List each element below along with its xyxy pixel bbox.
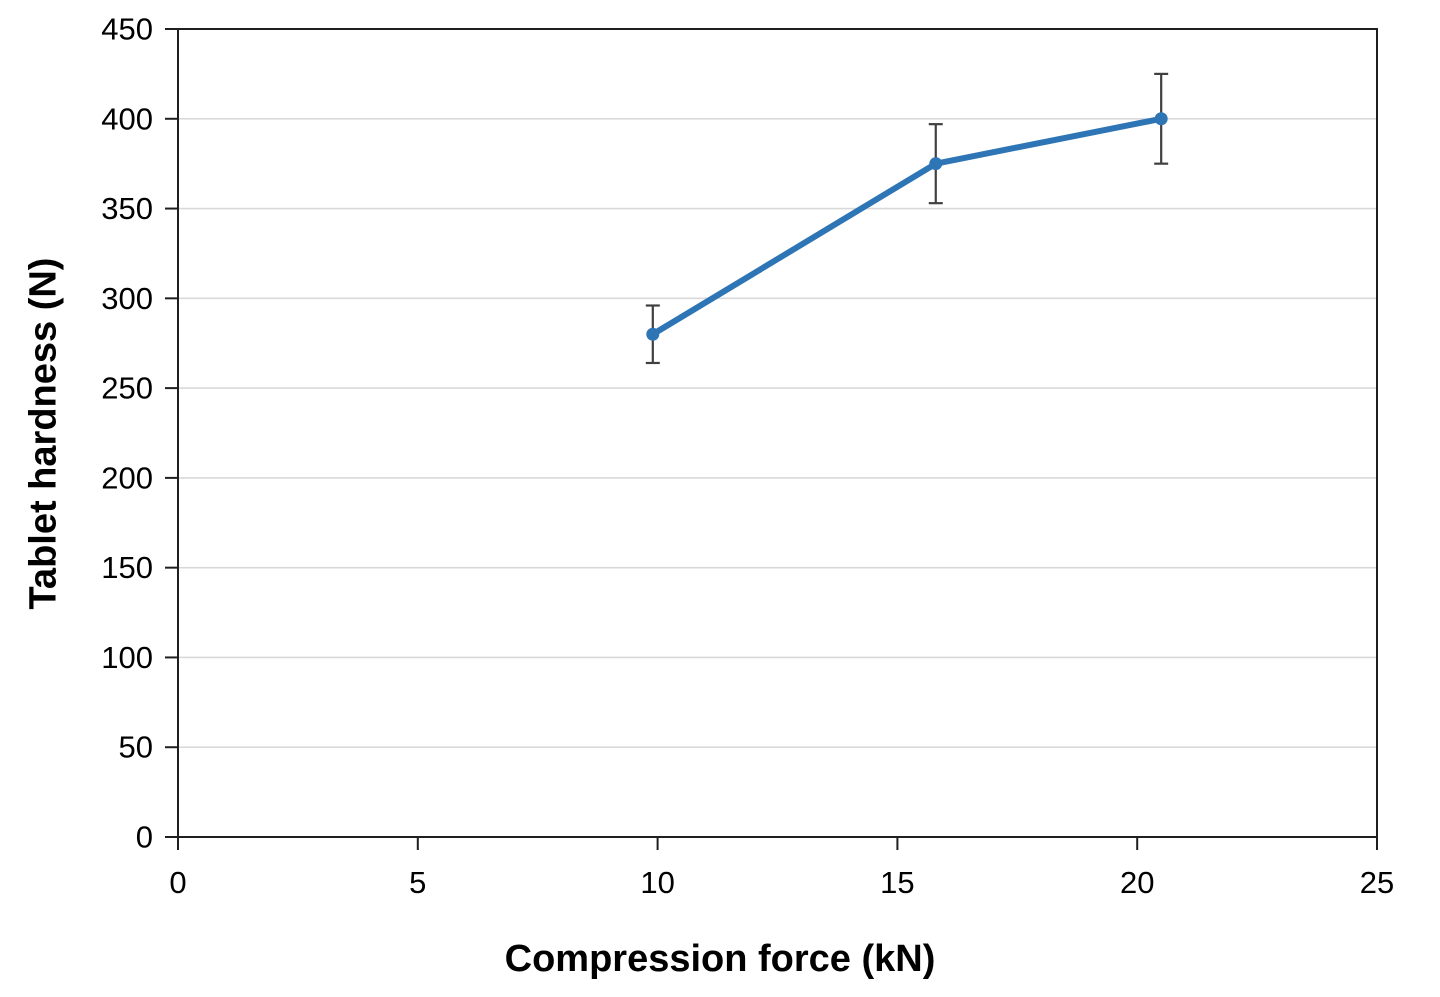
y-tick-label: 100 <box>101 640 153 675</box>
y-axis-title-text: Tablet hardness (N) <box>22 257 65 609</box>
y-tick-label: 0 <box>136 820 153 855</box>
x-axis-title: Compression force (kN) <box>504 938 936 980</box>
x-tick-label: 10 <box>640 865 674 900</box>
x-tick-label: 0 <box>169 865 186 900</box>
y-tick-label: 300 <box>101 281 153 316</box>
y-tick-label: 400 <box>101 101 153 136</box>
y-tick-label: 350 <box>101 191 153 226</box>
data-point-marker <box>929 157 943 171</box>
series-line <box>649 115 1165 338</box>
plot-border <box>177 28 1378 838</box>
data-point-marker <box>1154 112 1168 126</box>
x-tick-label: 25 <box>1360 865 1394 900</box>
y-tick-label: 200 <box>101 460 153 495</box>
x-tick-label: 15 <box>880 865 914 900</box>
y-tick-label: 450 <box>101 12 153 47</box>
x-tick-label: 5 <box>409 865 426 900</box>
y-tick-label: 250 <box>101 371 153 406</box>
data-point-marker <box>646 327 660 341</box>
y-tick-label: 50 <box>119 730 153 765</box>
x-tick-label: 20 <box>1120 865 1154 900</box>
y-tick-label: 150 <box>101 550 153 585</box>
